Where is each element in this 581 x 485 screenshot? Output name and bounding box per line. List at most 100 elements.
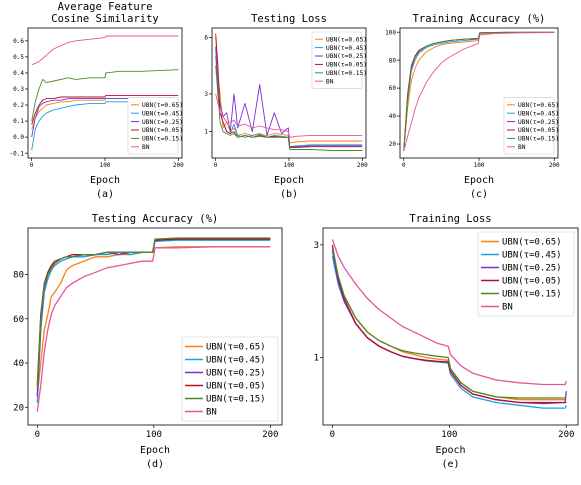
y-tick-label: 0.0 — [13, 134, 24, 141]
x-tick-label: 200 — [262, 430, 278, 440]
legend-box — [181, 336, 279, 422]
x-tick-label: 200 — [549, 162, 560, 169]
chart-title: Training Accuracy (%) — [413, 13, 546, 25]
panel-caption: (c) — [470, 189, 488, 200]
x-tick-label: 200 — [173, 162, 184, 169]
x-tick-label: 0 — [30, 162, 34, 169]
x-axis-label: Epoch — [435, 445, 465, 456]
y-tick-label: 1 — [314, 354, 319, 364]
chart-title: Testing Accuracy (%) — [92, 213, 218, 225]
series-line-4 — [331, 247, 567, 399]
legend-label: UBN(τ=0.05) — [326, 62, 367, 69]
legend-label: UBN(τ=0.65) — [502, 238, 562, 248]
y-tick-label: 40 — [389, 113, 397, 120]
x-tick-label: 100 — [146, 430, 162, 440]
legend: UBN(τ=0.65)UBN(τ=0.45)UBN(τ=0.25)UBN(τ=0… — [181, 336, 279, 422]
legend-label: UBN(τ=0.15) — [502, 290, 562, 300]
panel-caption: (e) — [441, 459, 459, 470]
legend-label: UBN(τ=0.25) — [502, 264, 562, 274]
legend-label: UBN(τ=0.45) — [502, 251, 562, 261]
x-axis-label: Epoch — [274, 175, 304, 186]
legend-box — [311, 31, 363, 89]
legend-label: UBN(τ=0.15) — [206, 395, 266, 405]
series-line-3 — [331, 244, 567, 404]
x-tick-label: 100 — [474, 162, 485, 169]
x-tick-label: 100 — [284, 162, 295, 169]
y-tick-label: 60 — [13, 315, 24, 325]
legend-label: UBN(τ=0.65) — [518, 102, 559, 109]
legend-label: UBN(τ=0.65) — [142, 102, 183, 109]
series-line-1 — [31, 101, 179, 151]
legend-label: UBN(τ=0.05) — [502, 277, 562, 287]
series-line-4 — [403, 31, 555, 152]
chart-title: Cosine Similarity — [51, 13, 158, 25]
legend-label: UBN(τ=0.05) — [206, 382, 266, 392]
series-group — [331, 239, 567, 409]
legend-label: UBN(τ=0.15) — [326, 70, 367, 77]
series-line-5 — [215, 93, 363, 138]
legend-label: UBN(τ=0.15) — [142, 136, 183, 143]
series-line-4 — [31, 69, 179, 122]
x-axis-label: Epoch — [464, 175, 494, 186]
series-group — [31, 35, 179, 151]
y-tick-label: 20 — [13, 403, 24, 413]
legend: UBN(τ=0.65) UBN(τ=0.45)UBN(τ=0.25) UBN(τ=0… — [311, 31, 367, 89]
x-tick-label: 200 — [558, 430, 574, 440]
series-line-5 — [331, 239, 567, 386]
legend-label: UBN(τ=0.45) — [518, 110, 559, 117]
x-tick-label: 100 — [441, 430, 457, 440]
legend-label: UBN(τ=0.45) — [206, 356, 266, 366]
x-tick-label: 200 — [357, 162, 368, 169]
series-line-3 — [31, 94, 179, 125]
panel-caption: (a) — [96, 189, 114, 200]
y-tick-label: 0.2 — [13, 102, 24, 109]
series-line-5 — [403, 32, 555, 152]
panel-caption: (b) — [280, 189, 298, 200]
legend-label: UBN(τ=0.45) — [326, 45, 367, 52]
chart-title: Training Loss — [409, 213, 491, 225]
series-group — [403, 31, 555, 152]
y-tick-label: 80 — [389, 57, 397, 64]
legend-label: BN — [142, 144, 150, 151]
y-tick-label: 0.1 — [13, 118, 24, 125]
legend-label: UBN(τ=0.25) — [206, 369, 266, 379]
x-tick-label: 0 — [330, 430, 335, 440]
series-line-2 — [215, 46, 363, 148]
legend: UBN(τ=0.65)UBN(τ=0.45)UBN(τ=0.25)UBN(τ=0… — [503, 97, 559, 155]
series-line-5 — [31, 35, 179, 66]
legend-label: UBN(τ=0.15) — [518, 136, 559, 143]
x-axis-label: Epoch — [90, 175, 120, 186]
legend: UBN(τ=0.65)UBN(τ=0.45)UBN(τ=0.25)UBN(τ=0… — [127, 97, 183, 155]
x-tick-label: 100 — [100, 162, 111, 169]
series-line-2 — [31, 98, 179, 138]
series-line-5 — [36, 246, 271, 412]
panel-d: Testing Accuracy (%) 0 100 200 20 40 60 80 Epoch… — [13, 213, 283, 470]
y-tick-label: 80 — [13, 271, 24, 281]
x-tick-label: 0 — [35, 430, 40, 440]
y-tick-label: -0.1 — [10, 150, 25, 157]
y-tick-label: 3 — [314, 241, 319, 251]
y-tick-label: 100 — [385, 29, 396, 36]
legend-label: UBN(τ=0.05) — [142, 127, 183, 134]
legend-label: UBN(τ=0.25) — [142, 119, 183, 126]
legend: UBN(τ=0.65) UBN(τ=0.45) UBN(τ=0.25) UBN(τ=0… — [477, 231, 575, 317]
legend-label: UBN(τ=0.25) — [326, 53, 367, 60]
legend-label: BN — [502, 303, 513, 313]
legend-label: UBN(τ=0.65) — [326, 36, 367, 43]
panel-caption: (d) — [146, 459, 164, 470]
chart-title: Average Feature — [58, 1, 153, 13]
y-tick-label: 20 — [389, 141, 397, 148]
panel-c: Training Accuracy (%) 0 100 200 20 40 60 80 100 E… — [385, 13, 560, 200]
series-line-4 — [36, 237, 271, 390]
legend-label: UBN(τ=0.45) — [142, 110, 183, 117]
y-tick-label: 40 — [13, 359, 24, 369]
panel-b: Testing Loss 0 100 200 1 3 6 Epoch (b) UBN(τ=0.65… — [204, 13, 368, 200]
y-tick-label: 0.6 — [13, 38, 24, 45]
y-tick-label: 0.5 — [13, 54, 24, 61]
y-tick-label: 6 — [204, 35, 208, 42]
legend-label: BN — [206, 408, 217, 418]
x-axis-label: Epoch — [140, 445, 170, 456]
y-tick-label: 3 — [204, 91, 208, 98]
series-group — [215, 33, 363, 151]
